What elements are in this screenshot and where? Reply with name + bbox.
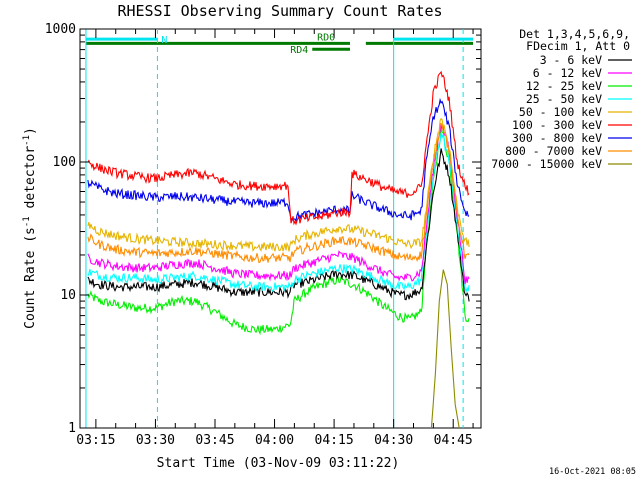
series-lines <box>87 70 470 429</box>
legend-entry-label: 800 - 7000 keV <box>505 144 602 158</box>
plot-frame <box>79 28 482 429</box>
series-line <box>87 97 470 223</box>
attenuator-state-bars: N RD0 RD4 <box>85 32 474 56</box>
x-tick-label: 04:30 <box>374 433 413 448</box>
y-tick-label: 10 <box>60 288 76 303</box>
chart-title: RHESSI Observing Summary Count Rates <box>117 2 442 20</box>
axes: 1 10 100 1000 03:15 03:30 03:45 04:00 04:15 04:30… <box>45 22 481 448</box>
legend: Det 1,3,4,5,6,9,FDecim 1, Att 03 - 6 keV… <box>491 27 632 171</box>
plot-border <box>79 28 482 429</box>
series-line <box>430 269 460 429</box>
annotation-rd0: RD0 <box>317 32 335 43</box>
x-tick-label: 04:00 <box>255 433 294 448</box>
x-axis-label: Start Time (03-Nov-09 03:11:22) <box>157 456 400 471</box>
series-line <box>87 124 470 285</box>
series-line <box>87 148 470 302</box>
y-tick-label: 100 <box>53 155 76 170</box>
legend-entry-label: 12 - 25 keV <box>526 79 602 93</box>
series-line <box>87 117 470 252</box>
y-tick-label: 1000 <box>45 22 76 37</box>
x-tick-label: 04:15 <box>315 433 354 448</box>
annotation-n: N <box>161 35 167 46</box>
y-tick-label: 1 <box>68 421 76 436</box>
legend-entry-label: 3 - 6 keV <box>540 53 602 67</box>
annotation-rd4: RD4 <box>290 45 308 56</box>
series-line <box>87 132 470 293</box>
legend-entry-label: 100 - 300 keV <box>512 118 602 132</box>
legend-entry-label: 50 - 100 keV <box>519 105 602 119</box>
series-line <box>87 122 470 264</box>
legend-header-line: Det 1,3,4,5,6,9, <box>519 27 630 41</box>
legend-entry-label: 25 - 50 keV <box>526 92 602 106</box>
series-line <box>87 70 470 226</box>
x-tick-label: 04:45 <box>434 433 473 448</box>
x-tick-label: 03:30 <box>136 433 175 448</box>
legend-entry-label: 300 - 800 keV <box>512 131 602 145</box>
vertical-markers <box>85 29 464 428</box>
x-tick-label: 03:45 <box>195 433 234 448</box>
y-axis-label: Count Rate (s-1 detector-1) <box>22 127 38 329</box>
x-tick-label: 03:15 <box>76 433 115 448</box>
series-line <box>87 126 470 336</box>
legend-entry-label: 7000 - 15000 keV <box>491 157 602 171</box>
legend-header-line: FDecim 1, Att 0 <box>526 39 630 53</box>
legend-entry-label: 6 - 12 keV <box>533 66 602 80</box>
footer-date: 16-Oct-2021 08:05 <box>549 467 636 477</box>
